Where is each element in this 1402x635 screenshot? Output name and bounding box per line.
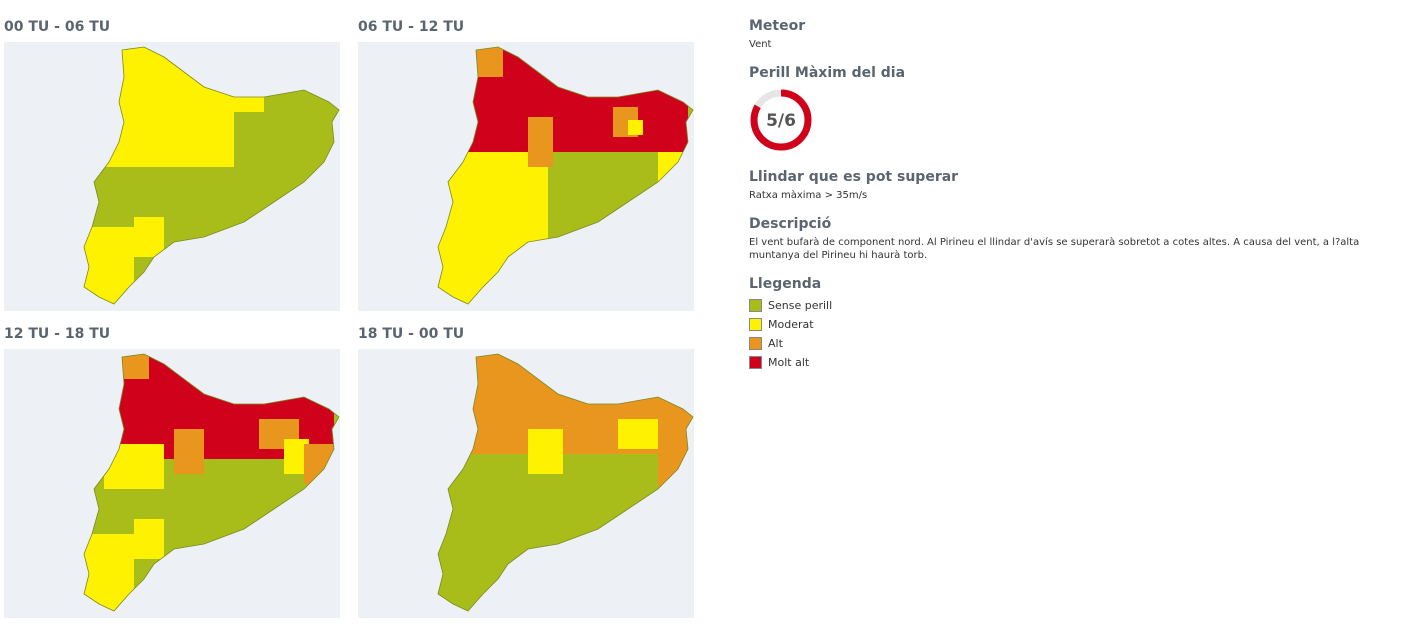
danger-gauge: 5/6 bbox=[750, 89, 812, 151]
map-panel bbox=[4, 42, 340, 311]
map-outline bbox=[437, 353, 694, 612]
gauge-label: 5/6 bbox=[766, 111, 796, 131]
map-outline bbox=[83, 353, 340, 612]
description: El vent bufarà de component nord. Al Pir… bbox=[749, 237, 1360, 261]
heading: Llindar que es pot superar bbox=[749, 169, 959, 185]
legend-swatch bbox=[749, 299, 762, 312]
info-panel: Meteor Vent Perill Màxim del dia 5/6 Lli… bbox=[749, 18, 1394, 372]
heading: Llegenda bbox=[749, 276, 822, 292]
legend-swatch bbox=[749, 356, 762, 369]
legend-label: Alt bbox=[768, 337, 783, 350]
legend-label: Sense perill bbox=[768, 299, 833, 312]
map-outline bbox=[83, 46, 340, 305]
heading: Meteor bbox=[749, 18, 806, 34]
heading: Descripció bbox=[749, 216, 832, 232]
map-outline bbox=[437, 46, 694, 305]
panel-title: 12 TU - 18 TU bbox=[4, 326, 111, 342]
gauge-arc bbox=[750, 89, 812, 151]
legend: Sense perill Moderat Alt Molt alt bbox=[749, 296, 1394, 372]
region bbox=[134, 217, 164, 257]
legend-label: Molt alt bbox=[768, 356, 810, 369]
meteor: Vent bbox=[749, 39, 772, 50]
panel-title: 06 TU - 12 TU bbox=[358, 19, 465, 35]
region bbox=[174, 429, 204, 474]
map-panel bbox=[358, 349, 694, 618]
panel-title: 00 TU - 06 TU bbox=[4, 19, 111, 35]
region bbox=[134, 519, 164, 559]
region bbox=[528, 429, 563, 474]
map-panel bbox=[358, 42, 694, 311]
legend-label: Moderat bbox=[768, 318, 814, 331]
region bbox=[528, 117, 553, 167]
region bbox=[628, 120, 643, 135]
map-panel bbox=[4, 349, 340, 618]
panel-title: 18 TU - 00 TU bbox=[358, 326, 465, 342]
legend-item: Alt bbox=[749, 334, 1394, 353]
threshold: Ratxa màxima > 35m/s bbox=[749, 190, 868, 201]
legend-swatch bbox=[749, 318, 762, 331]
legend-swatch bbox=[749, 337, 762, 350]
maps bbox=[4, 42, 694, 618]
legend-item: Moderat bbox=[749, 315, 1394, 334]
legend-item: Molt alt bbox=[749, 353, 1394, 372]
heading: Perill Màxim del dia bbox=[749, 65, 906, 81]
legend-item: Sense perill bbox=[749, 296, 1394, 315]
region bbox=[618, 419, 658, 449]
